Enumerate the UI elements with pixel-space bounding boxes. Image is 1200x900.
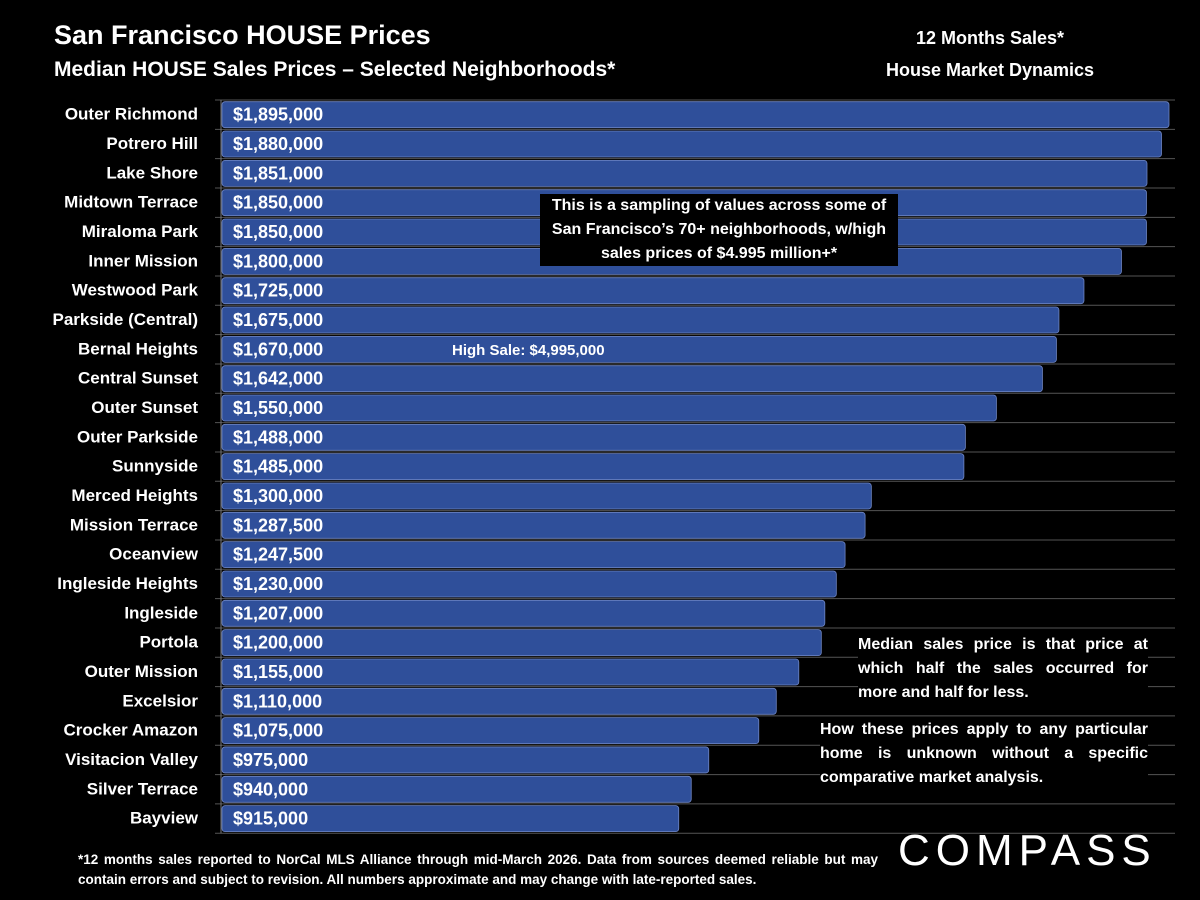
- side-heading-1: 12 Months Sales*: [915, 28, 1065, 48]
- bar: [221, 541, 846, 569]
- category-label: Portola: [139, 633, 198, 652]
- category-label: Crocker Amazon: [64, 721, 198, 740]
- category-label: Sunnyside: [112, 457, 198, 476]
- bar: [221, 658, 800, 686]
- median-definition-note: Median sales price is that price at whic…: [858, 633, 1148, 709]
- footnote: *12 months sales reported to NorCal MLS …: [78, 852, 878, 887]
- category-label: Potrero Hill: [106, 134, 198, 153]
- bar: [221, 130, 1162, 158]
- category-label: Bernal Heights: [78, 339, 198, 358]
- category-label: Silver Terrace: [87, 779, 198, 798]
- data-label: $1,200,000: [233, 633, 323, 653]
- category-label: Excelsior: [122, 691, 198, 710]
- category-label: Outer Mission: [85, 662, 198, 681]
- bar: [221, 629, 822, 657]
- data-label: $1,800,000: [233, 251, 323, 271]
- category-label: Oceanview: [109, 545, 199, 564]
- data-label: $1,287,500: [233, 515, 323, 535]
- bar: [221, 717, 760, 745]
- data-label: $1,488,000: [233, 427, 323, 447]
- category-label: Outer Richmond: [65, 105, 198, 124]
- high-sale-label: High Sale: $4,995,000: [452, 342, 605, 359]
- category-label: Merced Heights: [71, 486, 198, 505]
- category-label: Mission Terrace: [70, 515, 198, 534]
- bar: [221, 394, 997, 422]
- data-label: $1,247,500: [233, 545, 323, 565]
- data-label: $1,850,000: [233, 222, 323, 242]
- data-label: $1,155,000: [233, 662, 323, 682]
- bar: [221, 159, 1148, 187]
- data-label: $1,110,000: [233, 691, 322, 711]
- category-label: Outer Sunset: [91, 398, 198, 417]
- data-label: $1,725,000: [233, 281, 323, 301]
- category-label: Outer Parkside: [77, 427, 198, 446]
- category-label: Ingleside Heights: [57, 574, 198, 593]
- data-label: $915,000: [233, 809, 308, 829]
- bar: [221, 775, 692, 803]
- category-label: Westwood Park: [72, 281, 199, 300]
- side-heading-2: House Market Dynamics: [885, 60, 1095, 80]
- data-label: $1,851,000: [233, 163, 323, 183]
- bar: [221, 453, 965, 481]
- data-label: $1,642,000: [233, 369, 323, 389]
- category-label: Miraloma Park: [82, 222, 199, 241]
- bar: [221, 306, 1060, 334]
- data-label: $1,850,000: [233, 193, 323, 213]
- compass-logo: COMPASS: [898, 826, 1157, 875]
- data-label: $1,300,000: [233, 486, 323, 506]
- category-label: Inner Mission: [88, 251, 198, 270]
- data-label: $1,880,000: [233, 134, 323, 154]
- data-label: $1,895,000: [233, 105, 323, 125]
- category-label: Lake Shore: [106, 163, 198, 182]
- category-label: Ingleside: [124, 603, 198, 622]
- category-label: Bayview: [130, 809, 199, 828]
- category-label: Visitacion Valley: [65, 750, 198, 769]
- data-label: $1,670,000: [233, 339, 323, 359]
- sampling-note: This is a sampling of values across some…: [540, 194, 898, 266]
- page-subtitle: Median HOUSE Sales Prices – Selected Nei…: [54, 58, 616, 81]
- bar: [221, 101, 1170, 129]
- bar: [221, 599, 826, 627]
- data-label: $1,550,000: [233, 398, 323, 418]
- page-title: San Francisco HOUSE Prices: [54, 20, 431, 50]
- data-label: $1,207,000: [233, 603, 323, 623]
- bar: [221, 277, 1085, 305]
- data-label: $1,485,000: [233, 457, 323, 477]
- category-label: Parkside (Central): [53, 310, 199, 329]
- data-label: $1,075,000: [233, 721, 323, 741]
- data-label: $1,675,000: [233, 310, 323, 330]
- bar: [221, 365, 1043, 393]
- bar: [221, 687, 777, 715]
- data-label: $940,000: [233, 779, 308, 799]
- data-label: $1,230,000: [233, 574, 323, 594]
- category-label: Central Sunset: [78, 369, 198, 388]
- data-label: $975,000: [233, 750, 308, 770]
- bar: [221, 423, 966, 451]
- price-applicability-note: How these prices apply to any particular…: [820, 718, 1148, 794]
- bar: [221, 335, 1057, 363]
- bar: [221, 482, 872, 510]
- bar: [221, 511, 866, 539]
- category-label: Midtown Terrace: [64, 193, 198, 212]
- bar: [221, 570, 837, 598]
- bar: [221, 805, 680, 833]
- bar: [221, 746, 710, 774]
